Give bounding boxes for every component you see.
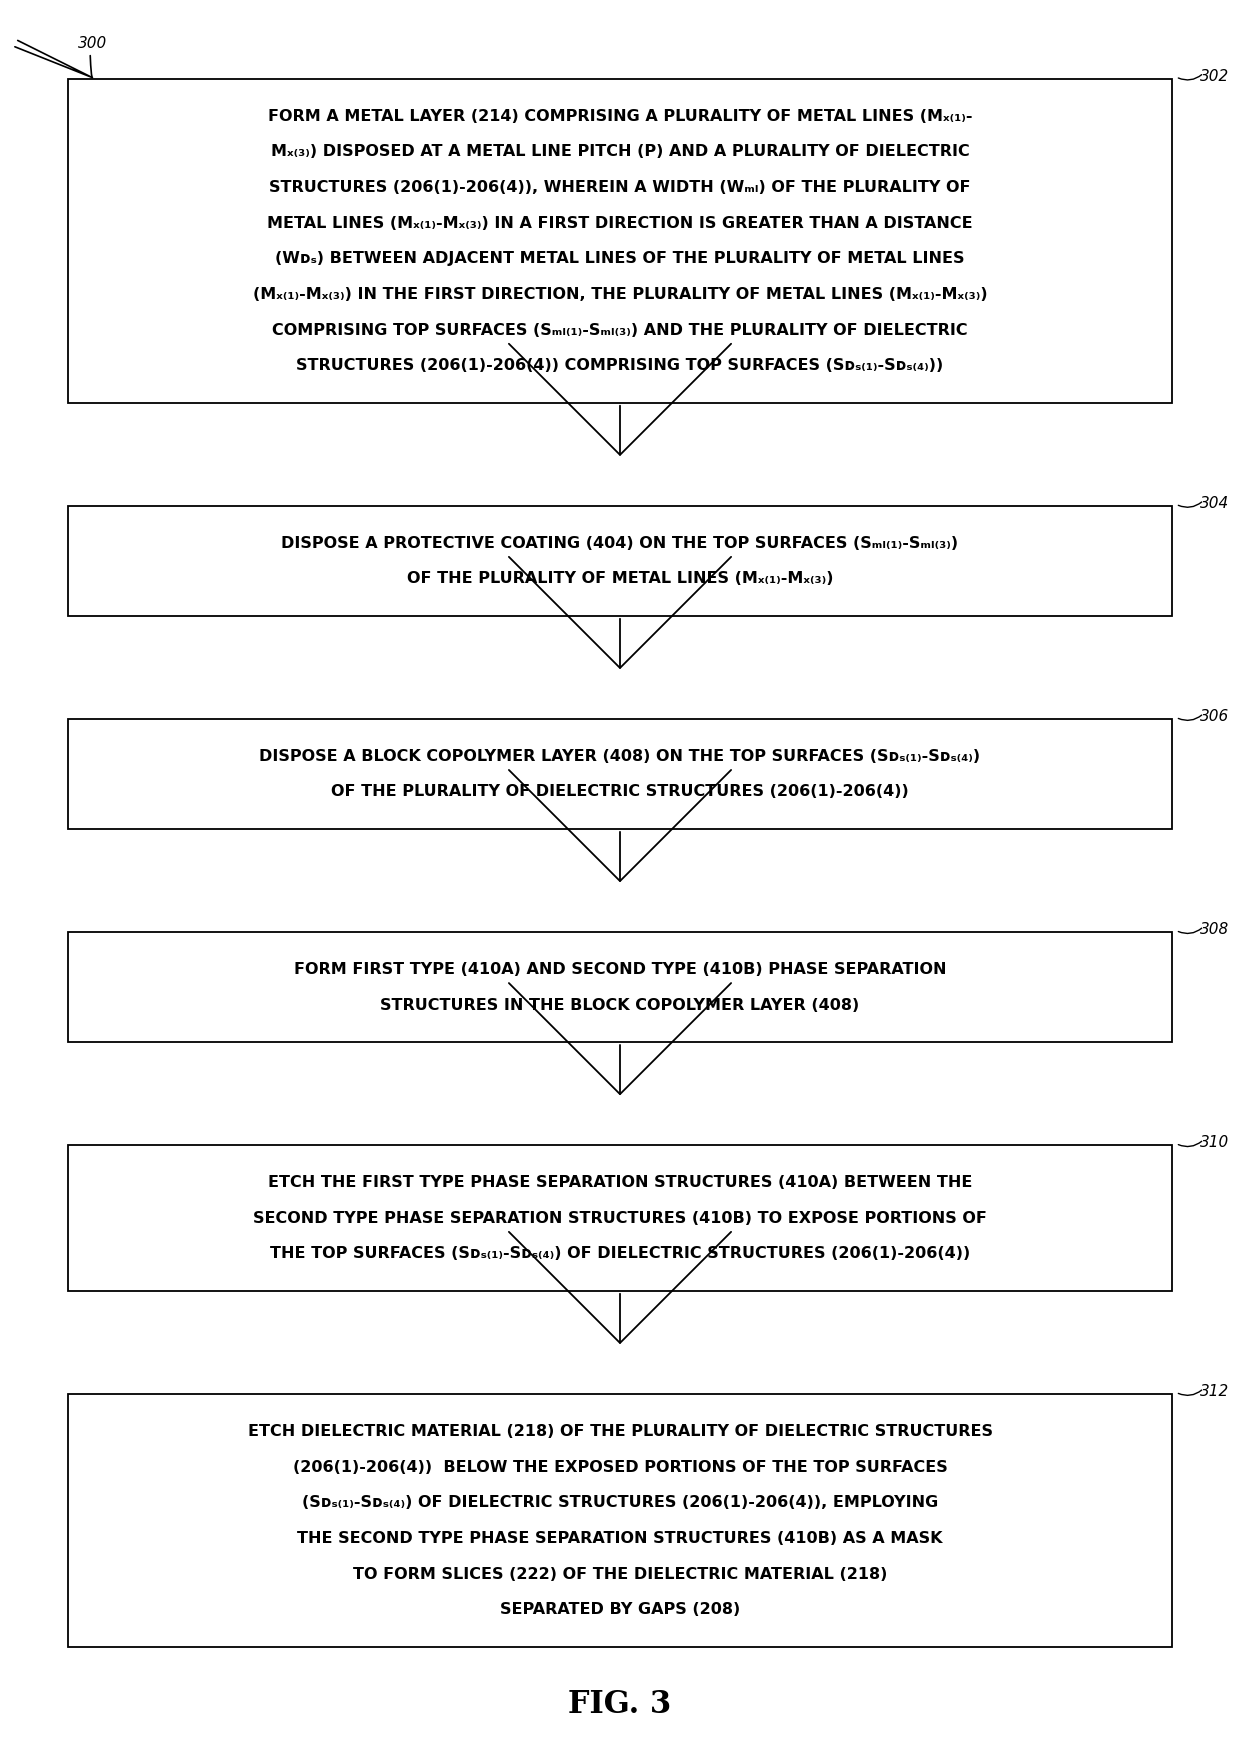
Text: (206(1)-206(4))  BELOW THE EXPOSED PORTIONS OF THE TOP SURFACES: (206(1)-206(4)) BELOW THE EXPOSED PORTIO… — [293, 1459, 947, 1475]
Text: STRUCTURES IN THE BLOCK COPOLYMER LAYER (408): STRUCTURES IN THE BLOCK COPOLYMER LAYER … — [381, 997, 859, 1013]
Text: (Wᴅₛ) BETWEEN ADJACENT METAL LINES OF THE PLURALITY OF METAL LINES: (Wᴅₛ) BETWEEN ADJACENT METAL LINES OF TH… — [275, 251, 965, 266]
Bar — [68, 720, 1172, 829]
Text: TO FORM SLICES (222) OF THE DIELECTRIC MATERIAL (218): TO FORM SLICES (222) OF THE DIELECTRIC M… — [353, 1566, 887, 1582]
Text: STRUCTURES (206(1)-206(4)) COMPRISING TOP SURFACES (Sᴅₛ₍₁₎-Sᴅₛ₍₄₎)): STRUCTURES (206(1)-206(4)) COMPRISING TO… — [296, 357, 944, 373]
Bar — [68, 1395, 1172, 1647]
Bar — [68, 932, 1172, 1042]
Text: 304: 304 — [1200, 496, 1229, 512]
Bar — [68, 1146, 1172, 1291]
Text: DISPOSE A PROTECTIVE COATING (404) ON THE TOP SURFACES (Sₘₗ₍₁₎-Sₘₗ₍₃₎): DISPOSE A PROTECTIVE COATING (404) ON TH… — [281, 536, 959, 550]
Text: (Mₓ₍₁₎-Mₓ₍₃₎) IN THE FIRST DIRECTION, THE PLURALITY OF METAL LINES (Mₓ₍₁₎-Mₓ₍₃₎): (Mₓ₍₁₎-Mₓ₍₃₎) IN THE FIRST DIRECTION, TH… — [253, 287, 987, 301]
Text: FORM A METAL LAYER (214) COMPRISING A PLURALITY OF METAL LINES (Mₓ₍₁₎-: FORM A METAL LAYER (214) COMPRISING A PL… — [268, 109, 972, 124]
Text: METAL LINES (Mₓ₍₁₎-Mₓ₍₃₎) IN A FIRST DIRECTION IS GREATER THAN A DISTANCE: METAL LINES (Mₓ₍₁₎-Mₓ₍₃₎) IN A FIRST DIR… — [267, 215, 973, 231]
Text: 308: 308 — [1200, 922, 1229, 937]
Text: STRUCTURES (206(1)-206(4)), WHEREIN A WIDTH (Wₘₗ) OF THE PLURALITY OF: STRUCTURES (206(1)-206(4)), WHEREIN A WI… — [269, 180, 971, 194]
Text: OF THE PLURALITY OF DIELECTRIC STRUCTURES (206(1)-206(4)): OF THE PLURALITY OF DIELECTRIC STRUCTURE… — [331, 785, 909, 799]
Text: COMPRISING TOP SURFACES (Sₘₗ₍₁₎-Sₘₗ₍₃₎) AND THE PLURALITY OF DIELECTRIC: COMPRISING TOP SURFACES (Sₘₗ₍₁₎-Sₘₗ₍₃₎) … — [273, 322, 967, 338]
Text: DISPOSE A BLOCK COPOLYMER LAYER (408) ON THE TOP SURFACES (Sᴅₛ₍₁₎-Sᴅₛ₍₄₎): DISPOSE A BLOCK COPOLYMER LAYER (408) ON… — [259, 748, 981, 764]
Text: (Sᴅₛ₍₁₎-Sᴅₛ₍₄₎) OF DIELECTRIC STRUCTURES (206(1)-206(4)), EMPLOYING: (Sᴅₛ₍₁₎-Sᴅₛ₍₄₎) OF DIELECTRIC STRUCTURES… — [301, 1494, 939, 1510]
Text: 302: 302 — [1200, 68, 1229, 84]
Text: SEPARATED BY GAPS (208): SEPARATED BY GAPS (208) — [500, 1603, 740, 1617]
Text: Mₓ₍₃₎) DISPOSED AT A METAL LINE PITCH (P) AND A PLURALITY OF DIELECTRIC: Mₓ₍₃₎) DISPOSED AT A METAL LINE PITCH (P… — [270, 144, 970, 159]
Text: 306: 306 — [1200, 710, 1229, 724]
Bar — [68, 79, 1172, 403]
Text: ETCH THE FIRST TYPE PHASE SEPARATION STRUCTURES (410A) BETWEEN THE: ETCH THE FIRST TYPE PHASE SEPARATION STR… — [268, 1176, 972, 1190]
Text: 312: 312 — [1200, 1384, 1229, 1400]
Text: THE TOP SURFACES (Sᴅₛ₍₁₎-Sᴅₛ₍₄₎) OF DIELECTRIC STRUCTURES (206(1)-206(4)): THE TOP SURFACES (Sᴅₛ₍₁₎-Sᴅₛ₍₄₎) OF DIEL… — [270, 1246, 970, 1261]
Text: SECOND TYPE PHASE SEPARATION STRUCTURES (410B) TO EXPOSE PORTIONS OF: SECOND TYPE PHASE SEPARATION STRUCTURES … — [253, 1211, 987, 1226]
Text: 310: 310 — [1200, 1135, 1229, 1151]
Text: 300: 300 — [78, 35, 108, 51]
Text: THE SECOND TYPE PHASE SEPARATION STRUCTURES (410B) AS A MASK: THE SECOND TYPE PHASE SEPARATION STRUCTU… — [298, 1531, 942, 1545]
Text: FIG. 3: FIG. 3 — [568, 1689, 672, 1720]
Bar — [68, 506, 1172, 617]
Text: FORM FIRST TYPE (410A) AND SECOND TYPE (410B) PHASE SEPARATION: FORM FIRST TYPE (410A) AND SECOND TYPE (… — [294, 962, 946, 978]
Text: OF THE PLURALITY OF METAL LINES (Mₓ₍₁₎-Mₓ₍₃₎): OF THE PLURALITY OF METAL LINES (Mₓ₍₁₎-M… — [407, 571, 833, 587]
Text: ETCH DIELECTRIC MATERIAL (218) OF THE PLURALITY OF DIELECTRIC STRUCTURES: ETCH DIELECTRIC MATERIAL (218) OF THE PL… — [248, 1424, 992, 1438]
